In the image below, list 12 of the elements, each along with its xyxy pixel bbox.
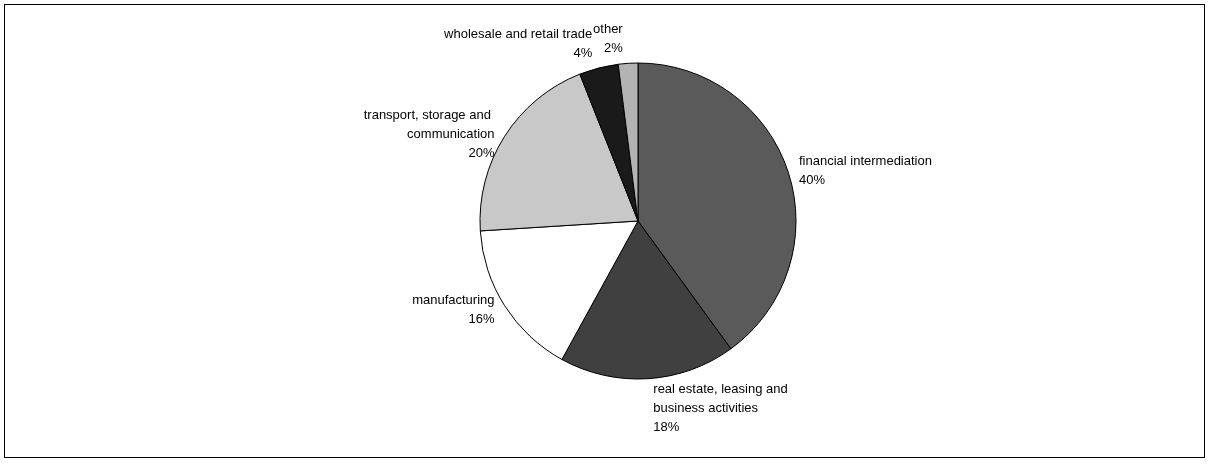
data-label: 20% bbox=[468, 144, 495, 160]
slice-label: other bbox=[593, 21, 624, 37]
data-label: 16% bbox=[468, 310, 495, 326]
slice-label: wholesale and retail trade bbox=[443, 26, 593, 42]
slice-label: manufacturing bbox=[412, 291, 495, 307]
data-label: 2% bbox=[603, 40, 624, 56]
slice-label: transport, storage and communication bbox=[363, 106, 495, 141]
slice-label: financial intermediation bbox=[798, 153, 932, 169]
slice-label: real estate, leasing and business activities bbox=[653, 380, 792, 415]
data-label: 40% bbox=[798, 172, 826, 188]
data-label: 18% bbox=[653, 418, 680, 434]
data-label: 4% bbox=[573, 45, 593, 61]
